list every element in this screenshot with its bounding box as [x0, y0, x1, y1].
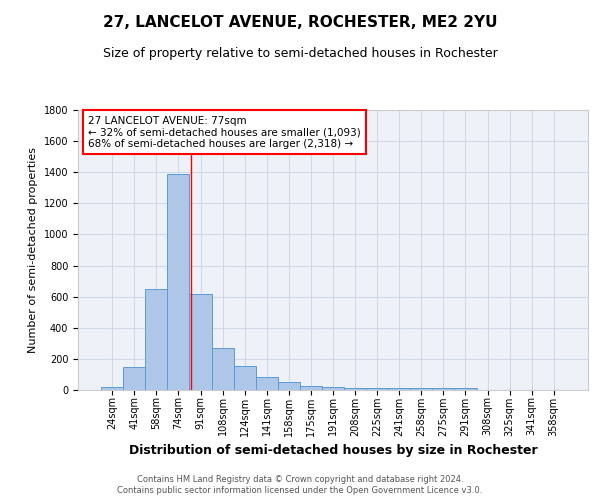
- Bar: [433, 388, 454, 390]
- Bar: [410, 388, 433, 390]
- Bar: [454, 388, 476, 390]
- Bar: [388, 388, 410, 390]
- Bar: [233, 366, 256, 390]
- Text: Size of property relative to semi-detached houses in Rochester: Size of property relative to semi-detach…: [103, 48, 497, 60]
- Bar: [344, 388, 366, 390]
- Text: Contains public sector information licensed under the Open Government Licence v3: Contains public sector information licen…: [118, 486, 482, 495]
- Bar: [190, 294, 212, 390]
- Bar: [256, 377, 278, 390]
- Bar: [366, 388, 388, 390]
- Text: 27 LANCELOT AVENUE: 77sqm
← 32% of semi-detached houses are smaller (1,093)
68% : 27 LANCELOT AVENUE: 77sqm ← 32% of semi-…: [88, 116, 361, 149]
- Bar: [145, 289, 167, 390]
- Y-axis label: Number of semi-detached properties: Number of semi-detached properties: [28, 147, 38, 353]
- Bar: [123, 366, 145, 390]
- Bar: [278, 382, 300, 390]
- Bar: [101, 387, 123, 390]
- Bar: [212, 348, 233, 390]
- Bar: [167, 174, 190, 390]
- Bar: [322, 387, 344, 390]
- Text: 27, LANCELOT AVENUE, ROCHESTER, ME2 2YU: 27, LANCELOT AVENUE, ROCHESTER, ME2 2YU: [103, 15, 497, 30]
- Text: Contains HM Land Registry data © Crown copyright and database right 2024.: Contains HM Land Registry data © Crown c…: [137, 475, 463, 484]
- Bar: [300, 386, 322, 390]
- X-axis label: Distribution of semi-detached houses by size in Rochester: Distribution of semi-detached houses by …: [128, 444, 538, 457]
